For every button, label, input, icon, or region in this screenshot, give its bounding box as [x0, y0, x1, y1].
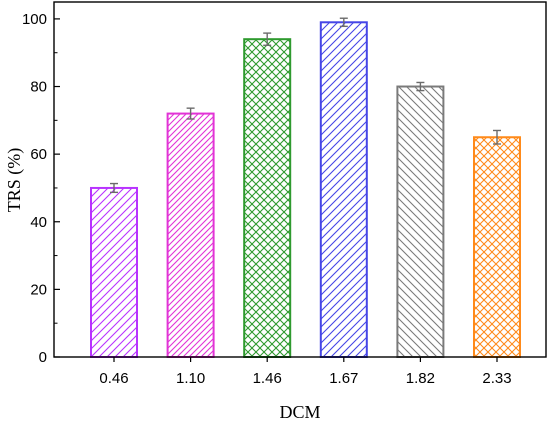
y-tick-label-100: 100	[22, 11, 47, 28]
y-tick-label-20: 20	[30, 281, 47, 298]
bar-0.46	[90, 186, 138, 358]
x-axis-title: DCM	[279, 402, 320, 422]
y-axis-title: TRS (%)	[4, 148, 25, 213]
bar-1.10	[166, 112, 215, 358]
y-tick-label-40: 40	[30, 214, 47, 231]
x-tick-label-1.67: 1.67	[329, 370, 358, 387]
x-tick-label-1.46: 1.46	[253, 370, 282, 387]
bars-layer	[90, 21, 521, 359]
y-tick-label-80: 80	[30, 79, 47, 96]
error-bars-layer	[110, 17, 501, 194]
bar-1.67	[319, 21, 368, 359]
bar-1.46	[243, 38, 292, 358]
x-tick-label-2.33: 2.33	[482, 370, 511, 387]
x-axis-ticks: 0.46 1.10 1.46 1.67 1.82 2.33	[99, 357, 512, 387]
bar-1.82	[396, 85, 445, 359]
y-axis-ticks: 0 20 40 60 80 100	[22, 11, 60, 366]
bar-2.33	[473, 136, 521, 358]
x-tick-label-1.82: 1.82	[406, 370, 435, 387]
plot-frame	[53, 1, 547, 358]
x-tick-label-0.46: 0.46	[99, 370, 128, 387]
y-tick-label-0: 0	[39, 349, 47, 366]
y-tick-label-60: 60	[30, 146, 47, 163]
x-tick-label-1.10: 1.10	[176, 370, 205, 387]
